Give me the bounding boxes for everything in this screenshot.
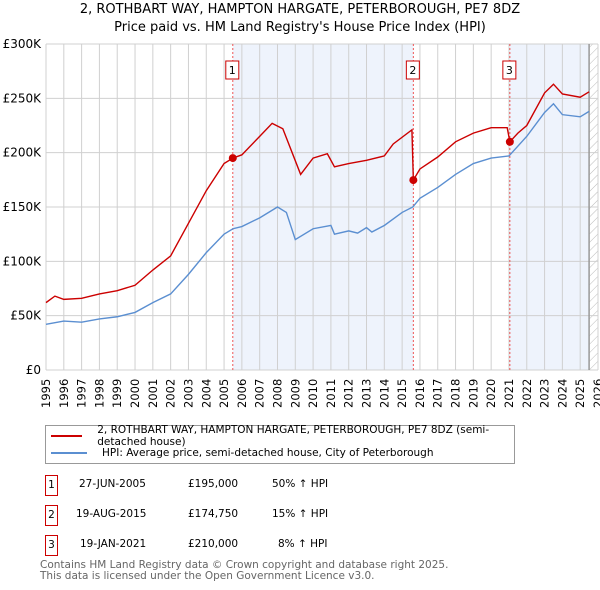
x-tick-label: 2025	[573, 379, 587, 408]
x-tick-label: 2024	[555, 379, 569, 408]
x-tick-label: 2013	[360, 379, 374, 408]
sale-label: 2	[409, 64, 416, 77]
x-tick-label: 2015	[395, 379, 409, 408]
x-tick-label: 1996	[57, 379, 71, 408]
x-tick-label: 2023	[538, 379, 552, 408]
x-tick-label: 2001	[146, 379, 160, 408]
sale-marker-label: 1	[45, 475, 58, 496]
x-tick-label: 2010	[306, 379, 320, 408]
y-tick-label: £150K	[3, 200, 43, 214]
sale-point	[228, 154, 237, 163]
legend-label-hpi: HPI: Average price, semi-detached house,…	[102, 447, 434, 459]
chart-title: 2, ROTHBART WAY, HAMPTON HARGATE, PETERB…	[79, 2, 521, 17]
x-tick-label: 2011	[324, 379, 338, 408]
price-chart: 1995 1996 1997 1998 1999 2000 2001 2002 2003 2004…	[3, 37, 600, 408]
sale-label-box	[225, 60, 240, 80]
x-tick-label: 2017	[431, 379, 445, 408]
x-tick-label: 2020	[484, 379, 498, 408]
x-tick-label: 1997	[75, 379, 89, 408]
sale-marker-label: 2	[45, 505, 58, 526]
sale-hpi: 8% ↑ HPI	[278, 538, 328, 550]
x-tick-label: 2000	[128, 379, 142, 408]
x-tick-label: 2004	[199, 379, 213, 408]
x-tick-label: 2006	[235, 379, 249, 408]
licence-text: This data is licensed under the Open Gov…	[40, 570, 375, 582]
y-tick-label: £100K	[3, 254, 43, 268]
y-tick-label: £300K	[3, 37, 43, 51]
legend-swatch-hpi	[51, 452, 87, 454]
sale-label-box	[502, 60, 517, 80]
sale-marker-label: 3	[45, 535, 58, 556]
sale-price: £210,000	[188, 538, 239, 550]
footer: Contains HM Land Registry data © Crown c…	[40, 560, 448, 582]
x-tick-label: 2003	[181, 379, 195, 408]
x-tick-label: 2022	[520, 379, 534, 408]
x-tick-label: 2002	[164, 379, 178, 408]
legend-label-property: 2, ROTHBART WAY, HAMPTON HARGATE, PETERB…	[97, 424, 490, 448]
x-tick-label: 2018	[449, 379, 463, 408]
x-tick-label: 1999	[110, 379, 124, 408]
sale-date: 19-AUG-2015	[76, 508, 147, 520]
x-tick-label: 2012	[342, 379, 356, 408]
sale-price: £195,000	[188, 478, 239, 490]
sale-label: 3	[506, 64, 513, 77]
sale-hpi: 15% ↑ HPI	[272, 508, 329, 520]
x-tick-label: 2021	[502, 379, 516, 408]
x-tick-label: 1995	[39, 379, 53, 408]
sale-date: 27-JUN-2005	[79, 478, 146, 490]
x-tick-label: 2009	[288, 379, 302, 408]
y-tick-label: £250K	[3, 91, 43, 105]
y-tick-label: £200K	[3, 146, 43, 160]
sale-label: 1	[229, 64, 236, 77]
x-tick-label: 2016	[413, 379, 427, 408]
x-tick-label: 2019	[466, 379, 480, 408]
y-tick-label: £0	[26, 363, 41, 377]
sale-hpi: 50% ↑ HPI	[272, 478, 329, 490]
x-tick-label: 2007	[253, 379, 267, 408]
sale-price: £174,750	[188, 508, 239, 520]
x-tick-label: 2014	[377, 379, 391, 408]
sale-point	[505, 137, 514, 146]
x-tick-label: 2005	[217, 379, 231, 408]
legend: 2, ROTHBART WAY, HAMPTON HARGATE, PETERB…	[45, 424, 515, 464]
copyright-text: Contains HM Land Registry data © Crown c…	[40, 559, 449, 571]
sale-date: 19-JAN-2021	[80, 538, 147, 550]
sale-point	[409, 176, 418, 185]
legend-swatch-property	[51, 435, 83, 437]
hpi-line	[45, 102, 590, 326]
x-tick-label: 2008	[270, 379, 284, 408]
chart-subtitle: Price paid vs. HM Land Registry's House …	[114, 20, 486, 35]
y-tick-label: £50K	[10, 309, 42, 323]
x-tick-label: 2026	[591, 379, 600, 408]
sale-label-box	[405, 60, 420, 80]
x-tick-label: 1998	[92, 379, 106, 408]
